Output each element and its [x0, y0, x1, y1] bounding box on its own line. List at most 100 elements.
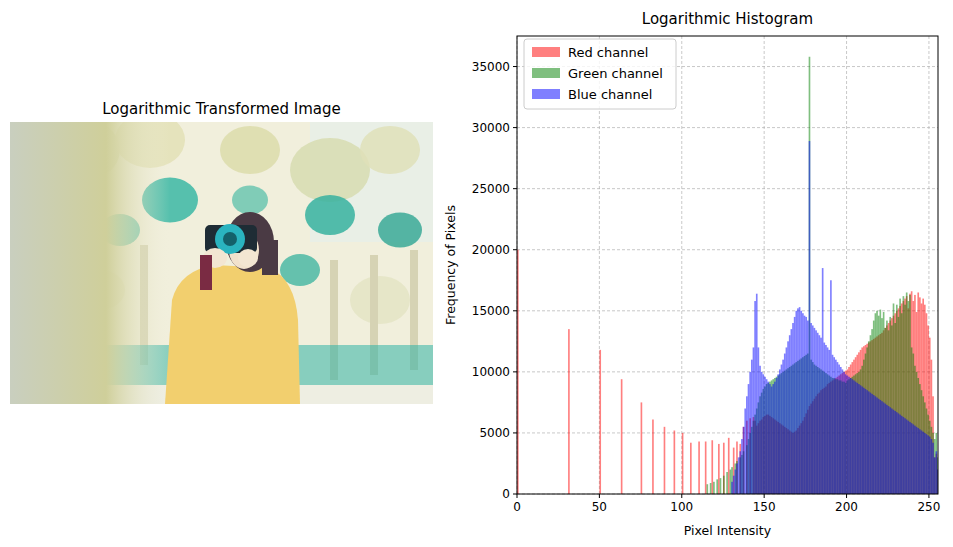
histogram-bar — [736, 463, 738, 494]
histogram-bar — [917, 378, 919, 494]
histogram-bar — [926, 313, 928, 494]
histogram-bar — [856, 355, 858, 494]
photo-foliage — [280, 254, 320, 286]
histogram-bar — [771, 380, 773, 494]
x-tick-label: 0 — [513, 500, 521, 514]
histogram-bar — [830, 280, 832, 494]
histogram-bar — [832, 355, 834, 494]
histogram-bar — [917, 292, 919, 494]
grid — [517, 36, 938, 494]
chart-title: Logarithmic Histogram — [642, 10, 813, 28]
histogram-bar — [812, 325, 814, 494]
histogram-bar — [741, 439, 743, 494]
x-tick — [928, 494, 929, 498]
photo-left-blur — [10, 122, 170, 404]
histogram-bar — [856, 383, 858, 494]
histogram-bar — [917, 428, 919, 494]
histogram-bar — [736, 441, 738, 494]
photo-foliage — [290, 138, 370, 202]
y-tick — [513, 371, 517, 372]
histogram-bar — [919, 384, 921, 494]
histogram-bar — [861, 347, 863, 494]
histogram-bar — [893, 410, 895, 494]
grid-line — [517, 249, 938, 250]
histogram-bar — [758, 347, 760, 494]
legend-label: Green channel — [568, 66, 663, 81]
histogram-bar — [868, 341, 870, 494]
histogram-bar — [723, 476, 725, 494]
histogram-bar — [825, 345, 827, 494]
y-tick-label: 5000 — [479, 426, 510, 440]
histogram-bar — [883, 312, 885, 494]
photo — [10, 122, 433, 404]
x-tick-label: 100 — [670, 500, 693, 514]
histogram-bar — [771, 387, 773, 494]
histogram-bar — [795, 311, 797, 494]
photo-hair — [262, 240, 278, 275]
histogram-bar — [787, 341, 789, 494]
histogram-bar — [932, 443, 934, 494]
histogram-bar — [756, 294, 758, 494]
photo-foliage — [305, 195, 355, 235]
histogram-bar — [934, 457, 936, 494]
histogram-bar — [899, 415, 901, 494]
histogram-bar — [744, 409, 746, 494]
bars — [517, 57, 938, 494]
histogram-bar — [850, 365, 852, 494]
histogram-bar — [861, 366, 863, 494]
histogram-bar — [858, 372, 860, 494]
y-tick — [513, 310, 517, 311]
histogram-bar — [863, 346, 865, 494]
histogram-bar — [914, 295, 916, 494]
histogram-bar — [884, 328, 886, 494]
histogram-bar — [772, 379, 774, 494]
histogram-bar — [880, 310, 882, 494]
histogram-bar — [931, 427, 933, 494]
legend-label: Red channel — [568, 45, 648, 60]
histogram-bar — [909, 422, 911, 494]
legend-label: Blue channel — [568, 87, 652, 102]
histogram-bar — [922, 396, 924, 494]
histogram-bar — [883, 402, 885, 494]
histogram-bar — [926, 409, 928, 494]
histogram-bar — [838, 365, 840, 494]
y-tick — [513, 188, 517, 189]
histogram-bar — [921, 303, 923, 494]
histogram-bar — [889, 317, 891, 494]
histogram-bar — [886, 405, 888, 494]
histogram-bar — [761, 372, 763, 494]
histogram-bar — [886, 321, 888, 494]
histogram-bar — [723, 443, 725, 494]
legend-box — [524, 39, 676, 109]
histogram-bar — [823, 343, 825, 494]
histogram-bar — [894, 323, 896, 494]
histogram-bar — [889, 407, 891, 494]
histogram-bar — [855, 382, 857, 494]
series-bars — [517, 250, 938, 494]
histogram-bar — [802, 313, 804, 494]
histogram-bar — [936, 433, 938, 494]
histogram-bar — [898, 317, 900, 494]
histogram-bar — [858, 352, 860, 494]
x-tick — [681, 494, 682, 498]
histogram-bar — [710, 483, 712, 494]
histogram-bar — [797, 308, 799, 494]
histogram-bar — [931, 360, 933, 494]
histogram-bar — [713, 482, 715, 494]
histogram-bar — [898, 308, 900, 494]
histogram-bar — [908, 301, 910, 494]
histogram-bar — [861, 387, 863, 494]
histogram-bar — [664, 427, 666, 494]
histogram-bar — [850, 378, 852, 494]
histogram-bar — [896, 412, 898, 494]
histogram-bar — [893, 303, 895, 494]
histogram-bar — [720, 478, 722, 494]
histogram-bar — [924, 402, 926, 494]
histogram-bar — [759, 366, 761, 494]
histogram-bar — [705, 441, 707, 494]
histogram-bar — [835, 360, 837, 494]
histogram-bar — [916, 372, 918, 494]
histogram-bar — [809, 141, 811, 494]
histogram-bar — [786, 347, 788, 494]
grid-line — [517, 310, 938, 311]
